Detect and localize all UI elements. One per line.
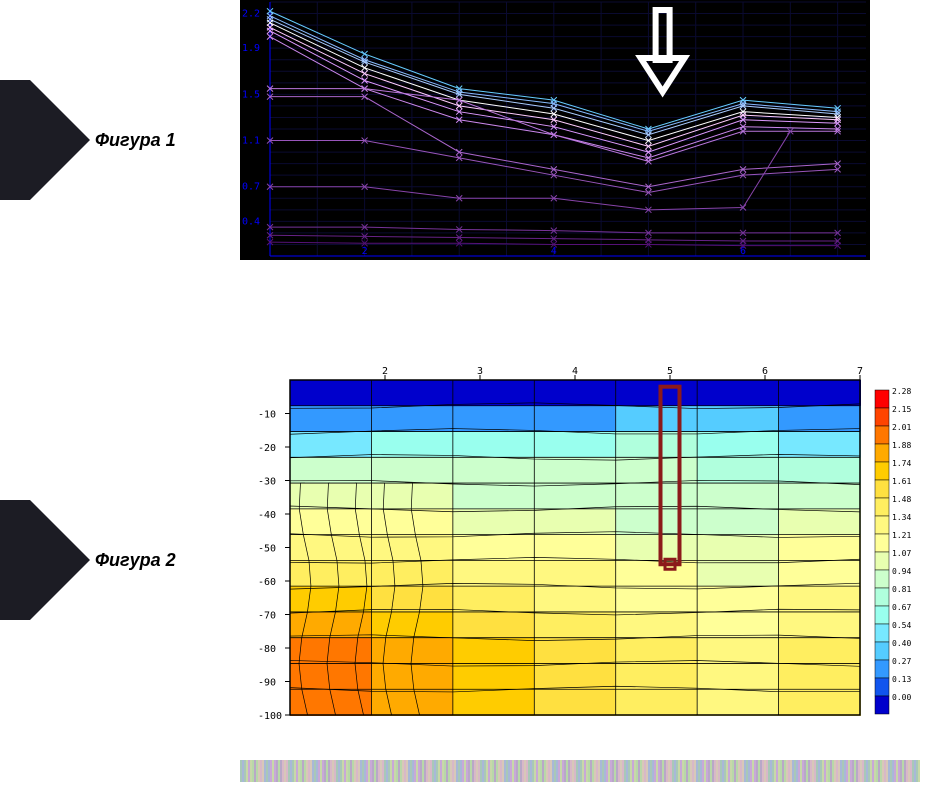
svg-text:4: 4 <box>572 366 578 377</box>
svg-text:0.27: 0.27 <box>892 657 911 666</box>
svg-text:0.67: 0.67 <box>892 603 911 612</box>
svg-text:2.01: 2.01 <box>892 423 911 432</box>
figure2-svg: 2 3 4 5 6 7 -10 -20 -30 -40 -50 -60 -70 -80 -90 -100 2.2… <box>240 360 920 725</box>
svg-text:0.00: 0.00 <box>892 693 911 702</box>
svg-text:2: 2 <box>382 366 388 377</box>
svg-text:1.88: 1.88 <box>892 441 911 450</box>
svg-text:0.13: 0.13 <box>892 675 911 684</box>
figure1-svg: 0.40.71.11.51.92.2246 <box>240 0 870 260</box>
svg-text:1.5: 1.5 <box>242 89 260 100</box>
svg-text:-100: -100 <box>258 711 282 722</box>
arrow-pentagon-1 <box>0 80 90 200</box>
svg-text:1.48: 1.48 <box>892 495 911 504</box>
svg-text:1.61: 1.61 <box>892 477 911 486</box>
svg-text:1.21: 1.21 <box>892 531 911 540</box>
svg-text:-90: -90 <box>258 678 276 689</box>
svg-text:7: 7 <box>857 366 863 377</box>
svg-text:2.2: 2.2 <box>242 9 260 20</box>
svg-text:0.40: 0.40 <box>892 639 911 648</box>
pentagon-shape <box>0 80 90 200</box>
svg-text:0.7: 0.7 <box>242 182 260 193</box>
figure1-label-block: Фигура 1 <box>0 80 220 200</box>
svg-text:-70: -70 <box>258 611 276 622</box>
figure1-chart: 0.40.71.11.51.92.2246 <box>240 0 870 260</box>
arrow-pentagon-2 <box>0 500 90 620</box>
figure2-label: Фигура 2 <box>95 550 176 571</box>
svg-text:-30: -30 <box>258 477 276 488</box>
noise-strip <box>240 760 920 782</box>
svg-text:-80: -80 <box>258 644 276 655</box>
svg-text:0.4: 0.4 <box>242 216 260 227</box>
svg-text:-60: -60 <box>258 577 276 588</box>
svg-text:2.15: 2.15 <box>892 405 911 414</box>
svg-text:4: 4 <box>551 246 557 257</box>
svg-text:1.1: 1.1 <box>242 136 260 147</box>
svg-text:0.94: 0.94 <box>892 567 911 576</box>
svg-text:1.07: 1.07 <box>892 549 911 558</box>
svg-text:2: 2 <box>362 246 368 257</box>
svg-text:3: 3 <box>477 366 483 377</box>
svg-text:5: 5 <box>667 366 673 377</box>
svg-text:0.54: 0.54 <box>892 621 911 630</box>
svg-text:2.28: 2.28 <box>892 387 911 396</box>
svg-text:1.34: 1.34 <box>892 513 911 522</box>
noise-svg <box>240 760 920 782</box>
svg-text:0.81: 0.81 <box>892 585 911 594</box>
figure2-chart: 2 3 4 5 6 7 -10 -20 -30 -40 -50 -60 -70 -80 -90 -100 2.2… <box>240 360 920 725</box>
svg-text:1.74: 1.74 <box>892 459 911 468</box>
figure2-label-block: Фигура 2 <box>0 500 220 620</box>
svg-text:6: 6 <box>762 366 768 377</box>
pentagon-shape <box>0 500 90 620</box>
figure1-label: Фигура 1 <box>95 130 176 151</box>
svg-text:-40: -40 <box>258 510 276 521</box>
svg-text:-10: -10 <box>258 410 276 421</box>
svg-text:-20: -20 <box>258 443 276 454</box>
svg-text:-50: -50 <box>258 544 276 555</box>
svg-text:1.9: 1.9 <box>242 43 260 54</box>
